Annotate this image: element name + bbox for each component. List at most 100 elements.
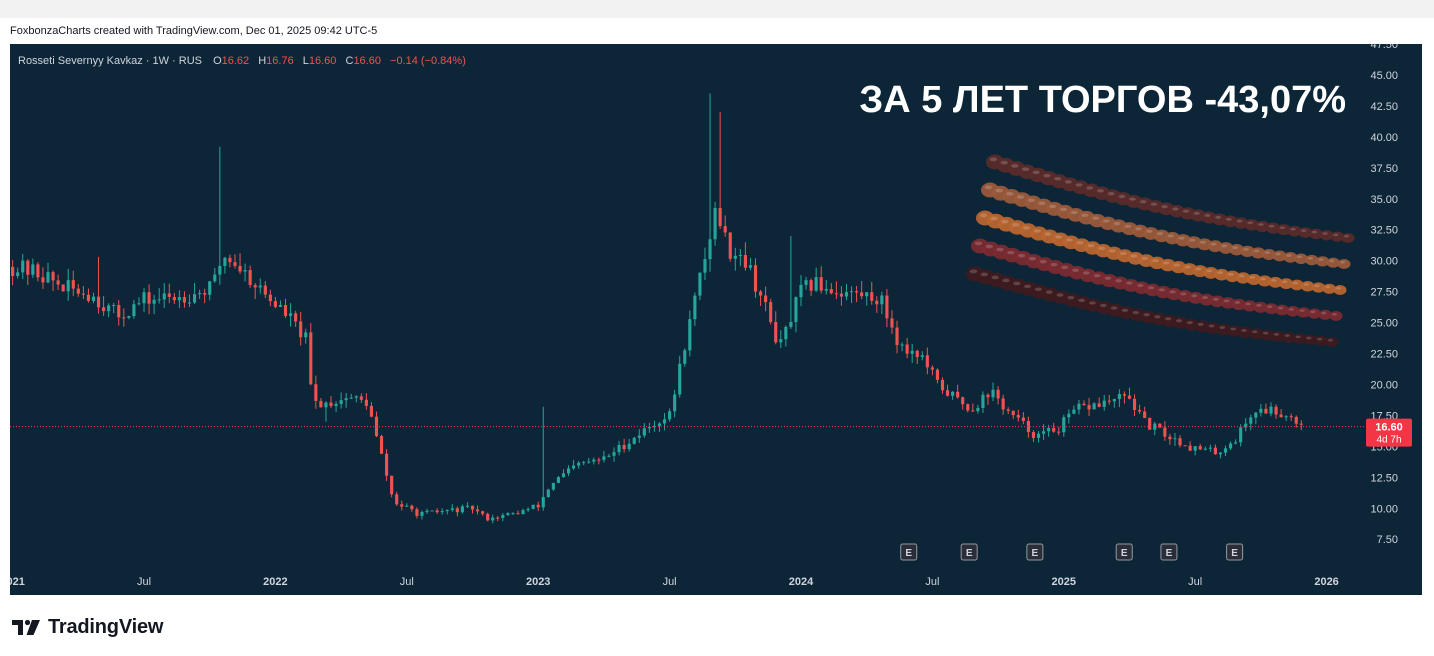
- candle-body: [531, 504, 535, 509]
- candle-body: [470, 505, 475, 510]
- x-tick-label: 2023: [526, 576, 550, 588]
- strand-highlight: [1301, 229, 1307, 232]
- strand-bead: [1276, 224, 1291, 236]
- strand-highlight: [1328, 339, 1333, 342]
- candle: [117, 300, 121, 326]
- candle: [597, 457, 601, 465]
- strand-bead: [1333, 285, 1347, 295]
- candle-body: [1153, 423, 1157, 430]
- candle-body: [1016, 415, 1020, 418]
- candle: [273, 296, 277, 309]
- candle-body: [450, 508, 454, 510]
- x-tick-label: Jul: [925, 576, 939, 588]
- candle: [309, 323, 313, 386]
- candle-body: [455, 508, 459, 513]
- strand-bead: [1238, 326, 1253, 339]
- candle: [728, 232, 732, 262]
- strand-bead: [1330, 231, 1344, 242]
- price-chart[interactable]: Rosseti Severnyy Kavkaz · 1W · RUS O16.6…: [10, 44, 1422, 595]
- strand-highlight: [1087, 243, 1095, 248]
- candle-body: [1208, 447, 1212, 449]
- candle: [334, 401, 338, 413]
- candle: [870, 281, 874, 305]
- candle: [1299, 420, 1303, 430]
- candle: [167, 283, 171, 304]
- candle: [572, 459, 576, 471]
- strand-highlight: [1011, 164, 1019, 168]
- candle-body: [122, 317, 126, 319]
- candle: [708, 93, 712, 272]
- candle-body: [733, 255, 737, 259]
- candle: [839, 286, 843, 306]
- strand-highlight: [1286, 254, 1292, 257]
- strand-bead: [1325, 337, 1339, 347]
- candle: [1198, 443, 1202, 451]
- candle-body: [1239, 427, 1243, 443]
- candle: [481, 510, 485, 516]
- candle-body: [930, 367, 934, 370]
- y-tick-label: 12.50: [1370, 472, 1398, 484]
- candle-body: [627, 443, 631, 450]
- strand-highlight: [1189, 238, 1196, 242]
- candle: [359, 393, 363, 403]
- candle: [475, 505, 480, 515]
- earnings-marker: E: [900, 543, 918, 561]
- candle-body: [1117, 394, 1121, 400]
- candle: [208, 281, 212, 301]
- candle: [930, 365, 934, 376]
- candle: [849, 286, 854, 303]
- strand-highlight: [1314, 284, 1320, 288]
- strand-bead: [1298, 227, 1313, 238]
- candle: [516, 510, 520, 515]
- candle-body: [693, 295, 697, 320]
- strand-bead: [1301, 281, 1315, 292]
- candle-body: [905, 344, 909, 354]
- candle-body: [304, 332, 308, 338]
- candle: [824, 280, 828, 295]
- candle: [278, 300, 283, 308]
- chart-credit: FoxbonzaCharts created with TradingView.…: [10, 25, 378, 37]
- candle-body: [61, 284, 65, 292]
- time-axis[interactable]: 2021 Jul 2022 Jul 2023 Jul 2024 Jul 2025 Jul 2026: [10, 576, 1339, 588]
- strand-highlight: [1081, 213, 1089, 218]
- candle-body: [1082, 403, 1086, 406]
- strand-highlight: [1172, 207, 1179, 211]
- candle: [132, 299, 136, 319]
- candle-body: [203, 293, 207, 295]
- strand-highlight: [1154, 315, 1161, 319]
- strand-highlight: [1137, 283, 1144, 288]
- strand-highlight: [1279, 226, 1286, 230]
- candle: [142, 288, 146, 313]
- strand-highlight: [1292, 281, 1299, 285]
- candle: [855, 285, 859, 303]
- strand-highlight: [1165, 317, 1172, 321]
- candle: [11, 260, 15, 286]
- candle-body: [844, 292, 849, 297]
- candle: [147, 284, 151, 315]
- candle: [1087, 397, 1091, 417]
- candle-body: [167, 293, 171, 297]
- strand-highlight: [1284, 334, 1290, 337]
- candle-body: [435, 510, 439, 513]
- strand-highlight: [1245, 302, 1252, 306]
- strand-highlight: [1325, 285, 1331, 289]
- y-tick-label: 40.00: [1370, 132, 1398, 144]
- strand-highlight: [1321, 311, 1327, 315]
- candle-body: [662, 419, 667, 424]
- earnings-marker: E: [1226, 543, 1244, 561]
- candle-body: [910, 350, 914, 354]
- candle: [304, 328, 308, 344]
- strand-highlight: [1176, 319, 1183, 323]
- candle: [61, 284, 65, 292]
- candle-body: [1188, 445, 1192, 451]
- strand-highlight: [1267, 305, 1273, 309]
- candle: [743, 242, 747, 271]
- candle-body: [1057, 431, 1061, 433]
- strand-highlight: [1028, 256, 1036, 261]
- strand: [981, 182, 1351, 269]
- candle: [1213, 444, 1217, 455]
- strand-highlight: [1262, 331, 1269, 335]
- candle-body: [86, 294, 90, 301]
- candle: [976, 404, 980, 414]
- strand-bead: [1314, 335, 1328, 346]
